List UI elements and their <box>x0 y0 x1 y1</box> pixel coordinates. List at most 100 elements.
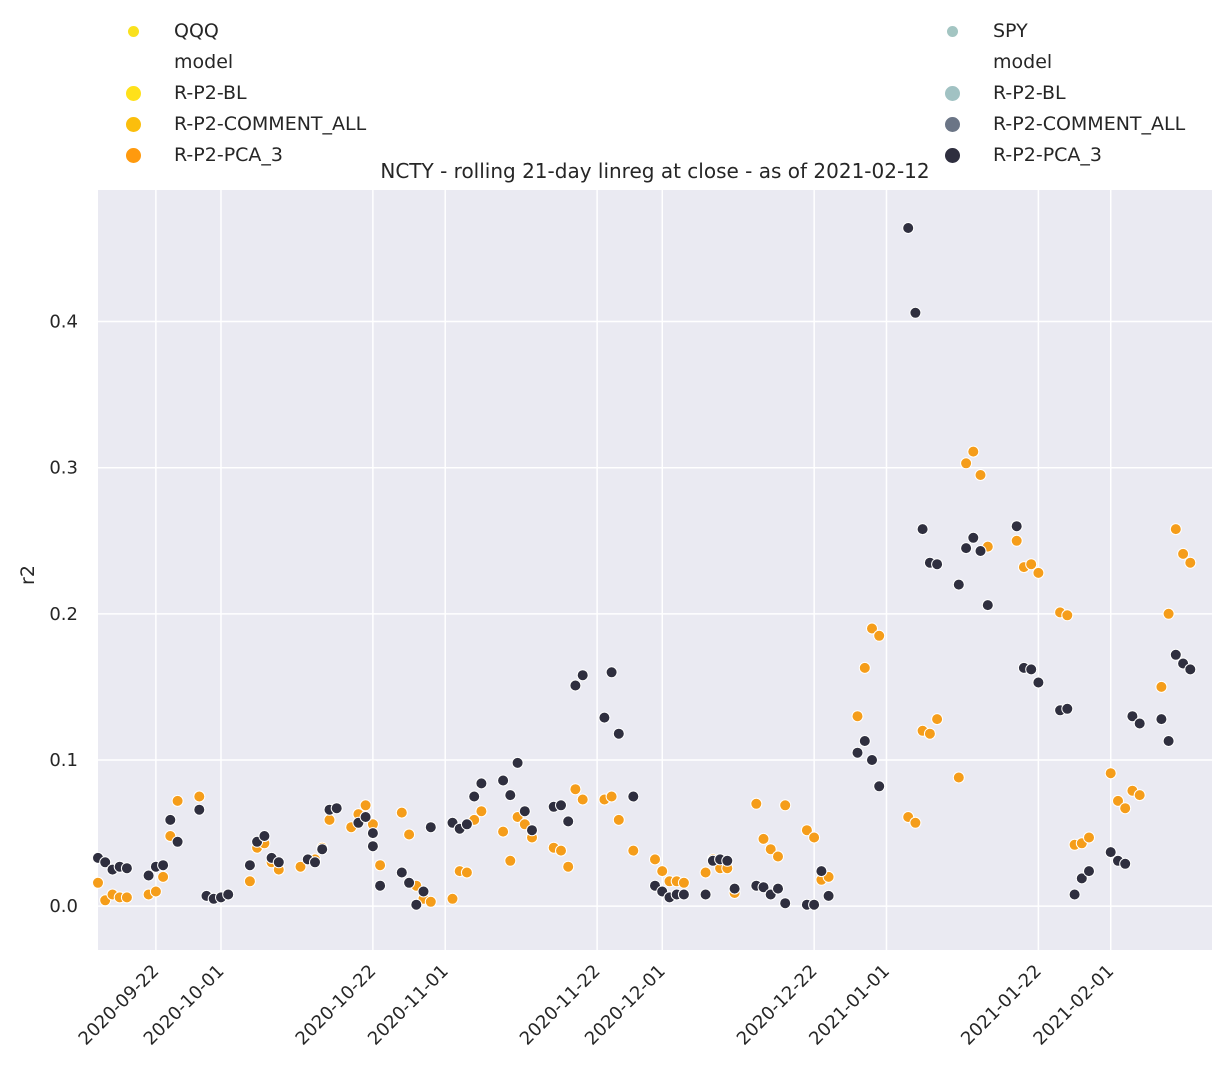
spy-point <box>808 898 821 911</box>
spy-point <box>952 578 965 591</box>
spy-point <box>359 811 372 823</box>
legend-label: R-P2-BL <box>174 82 247 104</box>
qqq-point <box>750 797 763 810</box>
spy-point <box>309 856 321 869</box>
qqq-point <box>605 790 618 803</box>
spy-point <box>366 827 379 840</box>
spy-point <box>981 599 994 612</box>
spy-point <box>316 843 329 856</box>
legend-label: R-P2-COMMENT_ALL <box>174 113 367 135</box>
qqq-point <box>772 850 784 863</box>
legend-entry: SPY <box>925 16 1185 47</box>
spy-point <box>555 799 567 812</box>
y-tick-label: 0.1 <box>49 750 78 771</box>
qqq-point <box>649 853 661 866</box>
qqq-point <box>1155 680 1168 693</box>
qqq-point <box>808 831 821 844</box>
spy-point <box>99 856 112 869</box>
legend-entry: R-P2-PCA_3 <box>925 140 1185 171</box>
spy-point <box>562 815 575 828</box>
qqq-point <box>193 790 206 803</box>
spy-point <box>576 669 589 682</box>
qqq-point <box>858 661 871 674</box>
legend-entry: R-P2-COMMENT_ALL <box>925 109 1185 140</box>
spy-point <box>960 542 973 555</box>
spy-point <box>1184 663 1197 676</box>
spy-point <box>157 859 170 872</box>
legend-marker <box>947 26 958 37</box>
qqq-point <box>555 844 567 857</box>
qqq-point <box>359 799 372 812</box>
qqq-point <box>475 805 488 818</box>
y-tick-labels: 0.0 0.1 0.2 0.3 0.4 <box>49 312 78 918</box>
spy-point <box>468 790 481 803</box>
legend-marker <box>126 86 141 101</box>
spy-point <box>1010 520 1023 533</box>
legend-entry: R-P2-BL <box>925 78 1185 109</box>
qqq-point <box>569 783 582 796</box>
legend-entry: QQQ <box>106 16 366 47</box>
spy-point <box>677 888 690 901</box>
qqq-point <box>1032 566 1045 579</box>
spy-point <box>757 881 770 894</box>
spy-point <box>1104 846 1117 859</box>
legend-label: model <box>993 51 1053 73</box>
legend-entry: R-P2-COMMENT_ALL <box>106 109 366 140</box>
spy-point <box>258 830 271 842</box>
spy-point <box>120 862 133 875</box>
spy-point <box>497 774 510 787</box>
spy-point <box>815 865 828 878</box>
qqq-point <box>764 843 777 856</box>
qqq-point <box>1162 607 1175 620</box>
qqq-point <box>677 876 690 889</box>
spy-point <box>1133 717 1146 730</box>
spy-point <box>1169 648 1182 661</box>
qqq-point <box>562 860 575 873</box>
legend-label: R-P2-PCA_3 <box>174 144 283 166</box>
spy-point <box>974 545 987 557</box>
qqq-point <box>1177 547 1190 560</box>
qqq-point <box>931 713 944 726</box>
spy-point <box>916 523 929 536</box>
legend-label: R-P2-COMMENT_ALL <box>993 113 1186 135</box>
qqq-point <box>1010 534 1023 547</box>
spy-point <box>605 666 618 679</box>
qqq-point <box>1119 802 1132 815</box>
legend-marker <box>945 117 960 132</box>
spy-point <box>403 876 416 889</box>
spy-point <box>612 727 625 740</box>
qqq-point <box>627 844 640 857</box>
qqq-point <box>171 794 184 807</box>
qqq-point <box>1133 789 1146 802</box>
spy-point <box>627 790 640 803</box>
qqq-point <box>1184 556 1197 569</box>
legend-marker <box>945 86 960 101</box>
spy-point <box>772 882 784 895</box>
spy-point <box>1032 676 1045 689</box>
legend-marker <box>126 148 141 163</box>
spy-point <box>1061 702 1074 715</box>
spy-point <box>1126 710 1139 723</box>
legend-left: QQQ model R-P2-BL R-P2-COMMENT_ALL R-P2-PCA_… <box>106 16 366 171</box>
qqq-point <box>243 875 256 888</box>
qqq-point <box>424 895 437 908</box>
qqq-point <box>967 445 980 458</box>
qqq-point <box>92 876 104 889</box>
qqq-point <box>294 860 307 873</box>
qqq-point <box>1169 523 1182 536</box>
qqq-point <box>851 710 864 723</box>
y-tick-label: 0.0 <box>49 896 78 917</box>
spy-point <box>598 711 611 724</box>
qqq-point <box>1025 558 1038 571</box>
spy-point <box>1155 713 1168 726</box>
spy-point <box>699 888 712 901</box>
qqq-point <box>497 825 510 838</box>
spy-point <box>171 835 184 848</box>
spy-point <box>1119 857 1132 870</box>
qqq-point <box>757 832 770 845</box>
spy-point <box>164 813 177 826</box>
qqq-point <box>460 866 473 879</box>
spy-point <box>909 306 922 319</box>
spy-point <box>873 780 886 793</box>
